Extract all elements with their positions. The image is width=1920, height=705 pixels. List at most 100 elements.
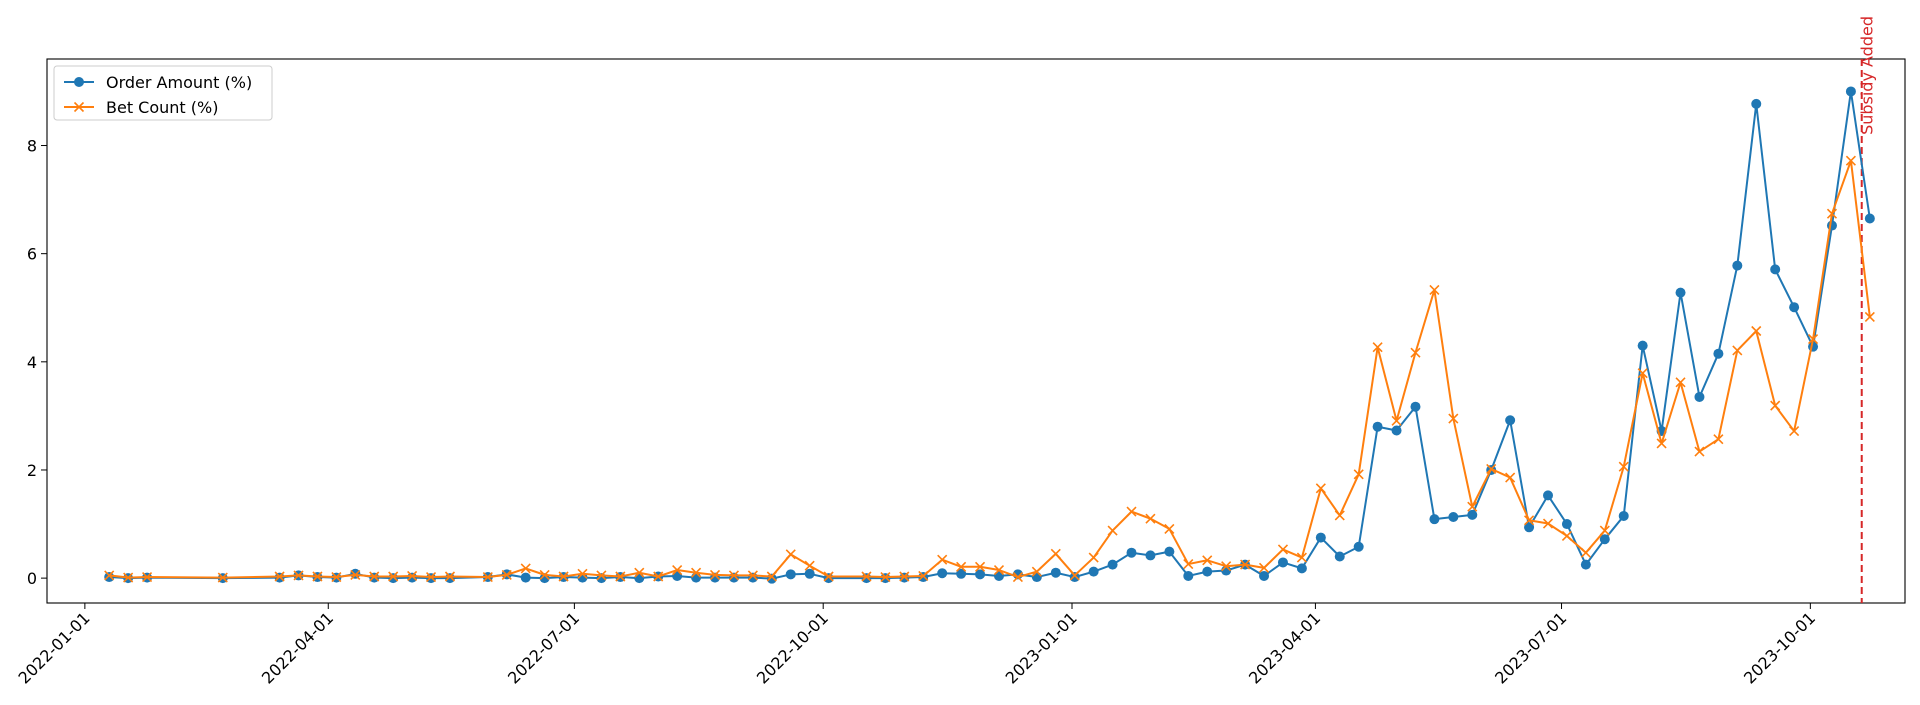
- data-point-bet-count: [1505, 472, 1516, 483]
- data-point-bet-count: [1580, 547, 1591, 558]
- data-point-order-amount: [1580, 559, 1591, 570]
- data-point-bet-count: [1524, 515, 1535, 526]
- data-point-bet-count: [956, 561, 967, 572]
- data-point-order-amount: [728, 572, 739, 583]
- data-point-bet-count: [558, 571, 569, 582]
- data-point-bet-count: [974, 561, 986, 572]
- data-point-order-amount: [1543, 490, 1554, 501]
- series-line-bet-count: [109, 159, 1871, 579]
- data-point-bet-count: [425, 571, 437, 583]
- data-point-order-amount: [1107, 559, 1118, 570]
- data-point-bet-count: [1202, 555, 1213, 566]
- x-tick-label: 2022-01-01: [15, 608, 94, 687]
- data-point-order-amount: [861, 573, 872, 584]
- data-point-order-amount: [1145, 550, 1156, 561]
- data-point-bet-count: [785, 549, 796, 560]
- data-point-order-amount: [444, 573, 455, 584]
- data-point-bet-count: [1088, 552, 1099, 563]
- data-point-bet-count: [804, 560, 815, 571]
- data-point-bet-count: [596, 570, 607, 581]
- data-point-bet-count: [634, 567, 645, 578]
- data-point-bet-count: [369, 571, 380, 582]
- y-tick-label: 6: [27, 245, 37, 264]
- data-point-order-amount: [937, 568, 948, 579]
- data-point-bet-count: [918, 570, 929, 582]
- data-point-bet-count: [1126, 506, 1137, 517]
- data-point-bet-count: [1486, 463, 1497, 474]
- data-point-bet-count: [1164, 523, 1175, 534]
- data-point-order-amount: [747, 572, 758, 583]
- data-point-order-amount: [1599, 534, 1610, 545]
- data-point-bet-count: [1864, 311, 1875, 323]
- data-point-bet-count: [1183, 559, 1194, 570]
- data-point-order-amount: [1391, 425, 1402, 436]
- data-point-bet-count: [1277, 544, 1289, 555]
- data-point-bet-count: [1732, 345, 1743, 356]
- data-point-bet-count: [1448, 413, 1459, 424]
- data-point-order-amount: [1467, 509, 1478, 520]
- data-point-bet-count: [1012, 571, 1023, 583]
- data-point-bet-count: [672, 564, 683, 576]
- data-point-order-amount: [407, 572, 418, 583]
- data-point-order-amount: [1770, 264, 1781, 275]
- data-point-bet-count: [1826, 208, 1838, 219]
- data-point-bet-count: [312, 571, 323, 582]
- data-point-order-amount: [1713, 348, 1724, 359]
- data-point-bet-count: [1410, 347, 1421, 358]
- data-point-order-amount: [1334, 551, 1345, 562]
- data-point-bet-count: [861, 571, 872, 582]
- data-point-bet-count: [1429, 284, 1440, 295]
- x-tick-label: 2023-04-01: [1245, 608, 1324, 687]
- data-point-bet-count: [709, 569, 721, 580]
- data-point-order-amount: [1845, 86, 1856, 97]
- data-point-order-amount: [1561, 519, 1572, 530]
- legend: Order Amount (%) Bet Count (%): [53, 65, 273, 121]
- data-point-bet-count: [1391, 415, 1402, 426]
- data-point-bet-count: [274, 571, 285, 582]
- data-point-order-amount: [1524, 522, 1535, 533]
- data-point-order-amount: [1296, 563, 1307, 574]
- data-point-order-amount: [1826, 220, 1837, 231]
- data-point-bet-count: [937, 554, 948, 565]
- data-point-order-amount: [1751, 98, 1762, 109]
- data-point-order-amount: [1202, 566, 1213, 577]
- x-tick-label: 2022-10-01: [753, 608, 832, 687]
- data-point-bet-count: [520, 563, 531, 574]
- data-point-bet-count: [1789, 425, 1800, 437]
- data-point-bet-count: [142, 571, 153, 583]
- data-point-bet-count: [899, 571, 910, 582]
- data-point-bet-count: [388, 571, 399, 582]
- data-point-order-amount: [785, 569, 796, 580]
- y-tick-label: 0: [27, 569, 37, 588]
- data-point-order-amount: [1183, 570, 1194, 581]
- data-point-bet-count: [691, 567, 702, 578]
- data-point-bet-count: [1618, 461, 1629, 472]
- data-point-bet-count: [1770, 400, 1781, 411]
- data-point-bet-count: [1656, 438, 1667, 449]
- data-point-order-amount: [1637, 340, 1648, 351]
- data-point-order-amount: [1410, 401, 1421, 412]
- data-point-bet-count: [1675, 377, 1686, 388]
- data-point-order-amount: [1259, 570, 1270, 581]
- data-point-order-amount: [1505, 415, 1516, 426]
- data-point-order-amount: [1429, 514, 1440, 525]
- plot-frame: [46, 58, 1906, 604]
- annotation-layer: Subsidy Added: [1858, 16, 1877, 603]
- data-point-bet-count: [217, 572, 228, 583]
- data-point-bet-count: [1807, 334, 1819, 345]
- data-point-bet-count: [350, 569, 361, 580]
- data-point-bet-count: [1542, 518, 1554, 529]
- data-point-order-amount: [956, 568, 967, 579]
- data-point-order-amount: [1315, 532, 1326, 543]
- series-layer: [104, 86, 1875, 584]
- data-point-order-amount: [1069, 572, 1080, 583]
- data-point-bet-count: [1694, 446, 1705, 457]
- data-point-order-amount: [1732, 260, 1743, 271]
- data-point-bet-count: [407, 570, 418, 582]
- y-tick-label: 8: [27, 137, 37, 156]
- y-tick-label: 2: [27, 461, 37, 480]
- axes-frame: [46, 58, 1906, 604]
- data-point-bet-count: [293, 570, 304, 581]
- data-point-bet-count: [728, 570, 740, 581]
